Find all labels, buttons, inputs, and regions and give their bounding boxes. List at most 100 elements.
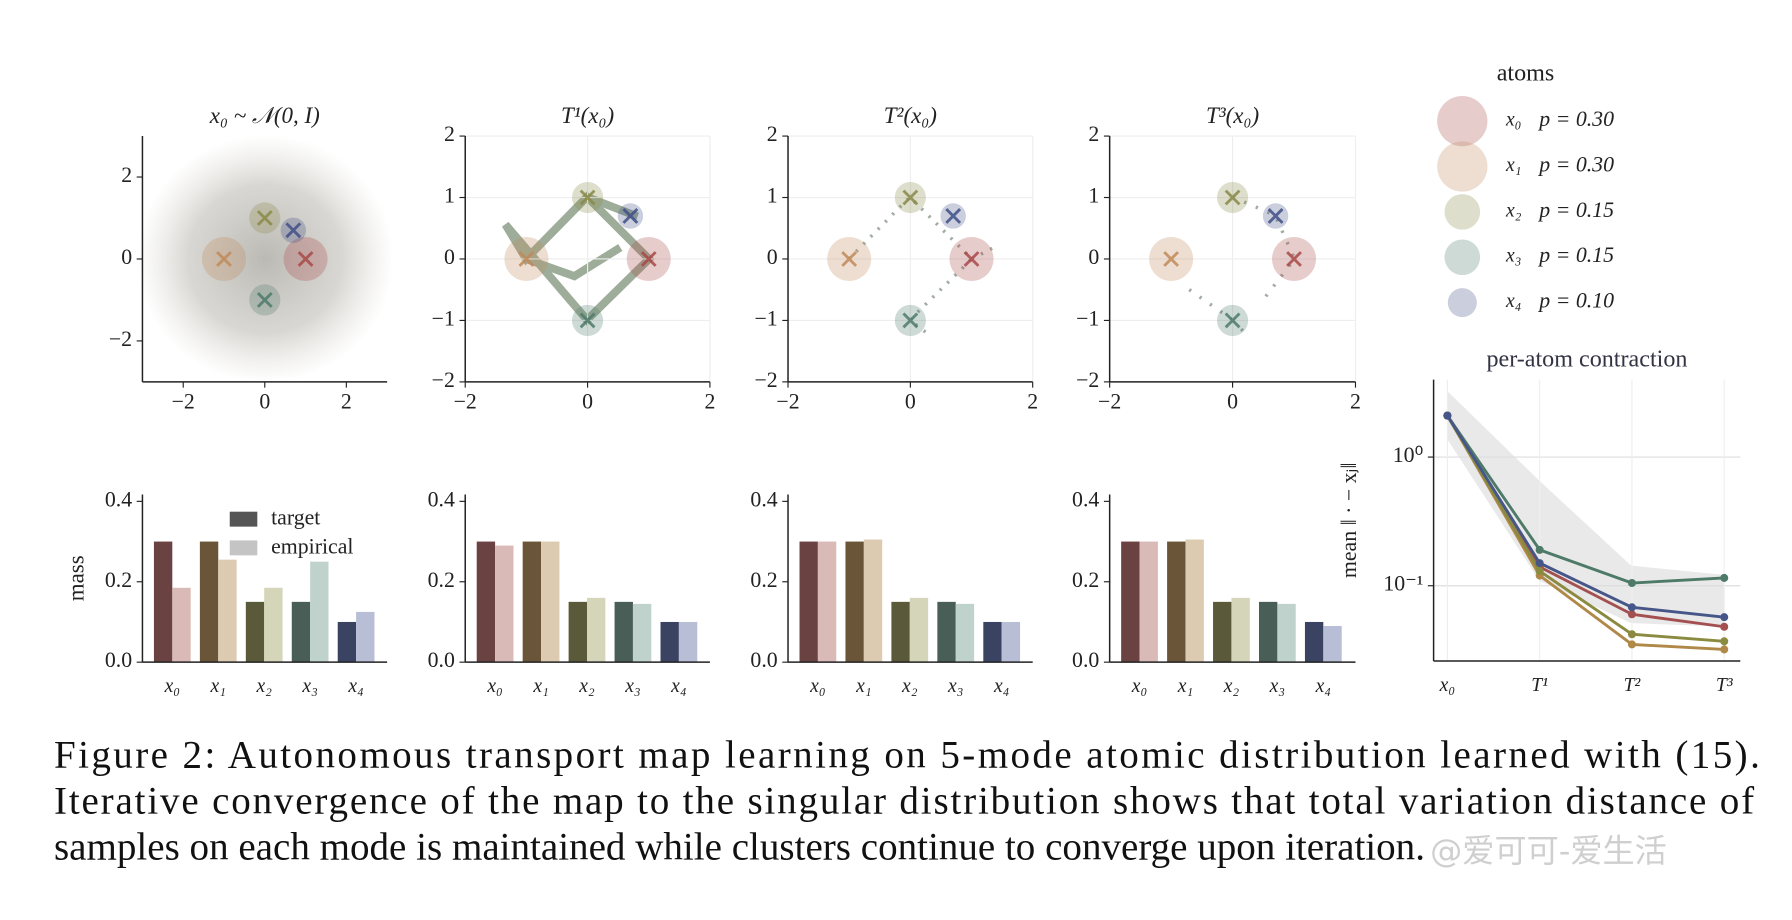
bar [310, 561, 329, 663]
atom-marker [640, 251, 657, 267]
y-tick-label: 10⁻¹ [1383, 572, 1423, 596]
series-point [1535, 545, 1544, 554]
bar [264, 587, 283, 663]
bar [337, 621, 357, 663]
x-tick-label: 0 [1227, 390, 1238, 414]
bar [863, 539, 883, 663]
bar [245, 601, 265, 663]
bar [1001, 621, 1021, 663]
series-point [1720, 645, 1729, 654]
bar [1167, 541, 1186, 663]
legend-label: x₂ [1505, 200, 1522, 221]
y-tick-label: 10⁰ [1393, 443, 1424, 467]
y-tick-label: 0.2 [1072, 568, 1099, 592]
x-tick-label: 2 [1027, 390, 1038, 414]
atom-marker [216, 251, 232, 267]
y-tick-label: 0.0 [105, 648, 132, 672]
y-tick-label: 1 [444, 184, 455, 208]
y-tick-label: −2 [109, 327, 132, 351]
y-tick-label: 0 [1088, 245, 1099, 269]
bar [1323, 625, 1342, 663]
x-tick-label: x₄ [993, 676, 1010, 697]
series-point [1443, 411, 1452, 420]
legend-value: p = 0.10 [1537, 289, 1614, 313]
x-tick-label: x₂ [578, 676, 595, 697]
x-tick-label: −2 [776, 390, 799, 414]
bar [522, 541, 542, 663]
bar [291, 601, 311, 663]
series-point [1627, 603, 1636, 612]
legend-swatch [229, 511, 258, 527]
x-tick-label: x₃ [624, 676, 640, 697]
y-tick-label: −1 [1076, 306, 1099, 330]
bar [495, 545, 514, 663]
series-line [1446, 414, 1725, 643]
x-tick-label: 0 [259, 390, 270, 414]
y-tick-label: 0 [444, 245, 455, 269]
y-tick-label: 0.2 [428, 568, 455, 592]
y-tick-label: −1 [754, 306, 777, 330]
y-axis-label: mass [63, 555, 88, 601]
bar [153, 541, 173, 663]
y-tick-label: 1 [1088, 184, 1099, 208]
series-point [1627, 630, 1636, 639]
x-tick-label: x₃ [301, 676, 317, 697]
y-tick-label: −2 [754, 368, 777, 392]
legend-disc [1444, 239, 1481, 276]
series-point [1627, 578, 1636, 588]
bar [476, 541, 496, 663]
bar [586, 597, 606, 663]
series-point [1627, 610, 1636, 619]
x-tick-label: 2 [341, 390, 352, 414]
atom-marker [1267, 208, 1284, 224]
y-tick-label: 0.0 [1072, 648, 1099, 672]
legend-disc [1437, 141, 1488, 192]
legend-disc [1447, 288, 1477, 318]
series-point [1720, 573, 1729, 582]
bar [1139, 541, 1158, 663]
legend-label: target [271, 506, 320, 530]
atom-marker [1224, 312, 1241, 329]
y-tick-label: 0.4 [1072, 487, 1099, 511]
x-tick-label: x₄ [1315, 676, 1332, 697]
x-tick-label: x₁ [210, 676, 226, 697]
x-tick-label: 0 [905, 390, 916, 414]
y-tick-label: 0.0 [750, 648, 777, 672]
atom-marker [256, 292, 273, 308]
bar [909, 597, 929, 663]
x-tick-label: T² [1624, 675, 1642, 696]
x-tick-label: x₄ [670, 676, 687, 697]
y-tick-label: 0.0 [428, 648, 455, 672]
x-tick-label: x₁ [532, 676, 548, 697]
bar [632, 603, 652, 663]
bar [1231, 597, 1250, 663]
x-tick-label: x₄ [347, 676, 364, 697]
chart-title: T²(x₀) [884, 103, 937, 128]
caption-line: Figure 2: Autonomous transport map learn… [54, 734, 1760, 777]
caption-line: Iterative convergence of the map to the … [54, 780, 1754, 823]
y-tick-label: 0.4 [750, 487, 777, 511]
chart-title: T¹(x₀) [561, 103, 614, 128]
series-point [1535, 567, 1544, 576]
legend-label: empirical [271, 534, 353, 558]
atom-marker [297, 251, 314, 267]
bar [1213, 601, 1232, 663]
x-tick-label: x₁ [1177, 676, 1193, 697]
bar [356, 611, 375, 663]
y-tick-label: 2 [121, 163, 132, 187]
legend-title: atoms [1497, 61, 1555, 87]
chart-title: per-atom contraction [1486, 347, 1687, 373]
x-tick-label: −2 [172, 390, 195, 414]
x-tick-label: x₃ [947, 676, 963, 697]
series-line [1446, 414, 1725, 585]
bar [817, 541, 837, 663]
bar [678, 621, 698, 663]
y-tick-label: −2 [432, 368, 455, 392]
bar [1258, 601, 1278, 663]
legend-label: x₄ [1505, 291, 1522, 312]
y-tick-label: 0.2 [105, 568, 132, 592]
bar [799, 541, 818, 663]
legend-value: p = 0.15 [1537, 243, 1614, 267]
